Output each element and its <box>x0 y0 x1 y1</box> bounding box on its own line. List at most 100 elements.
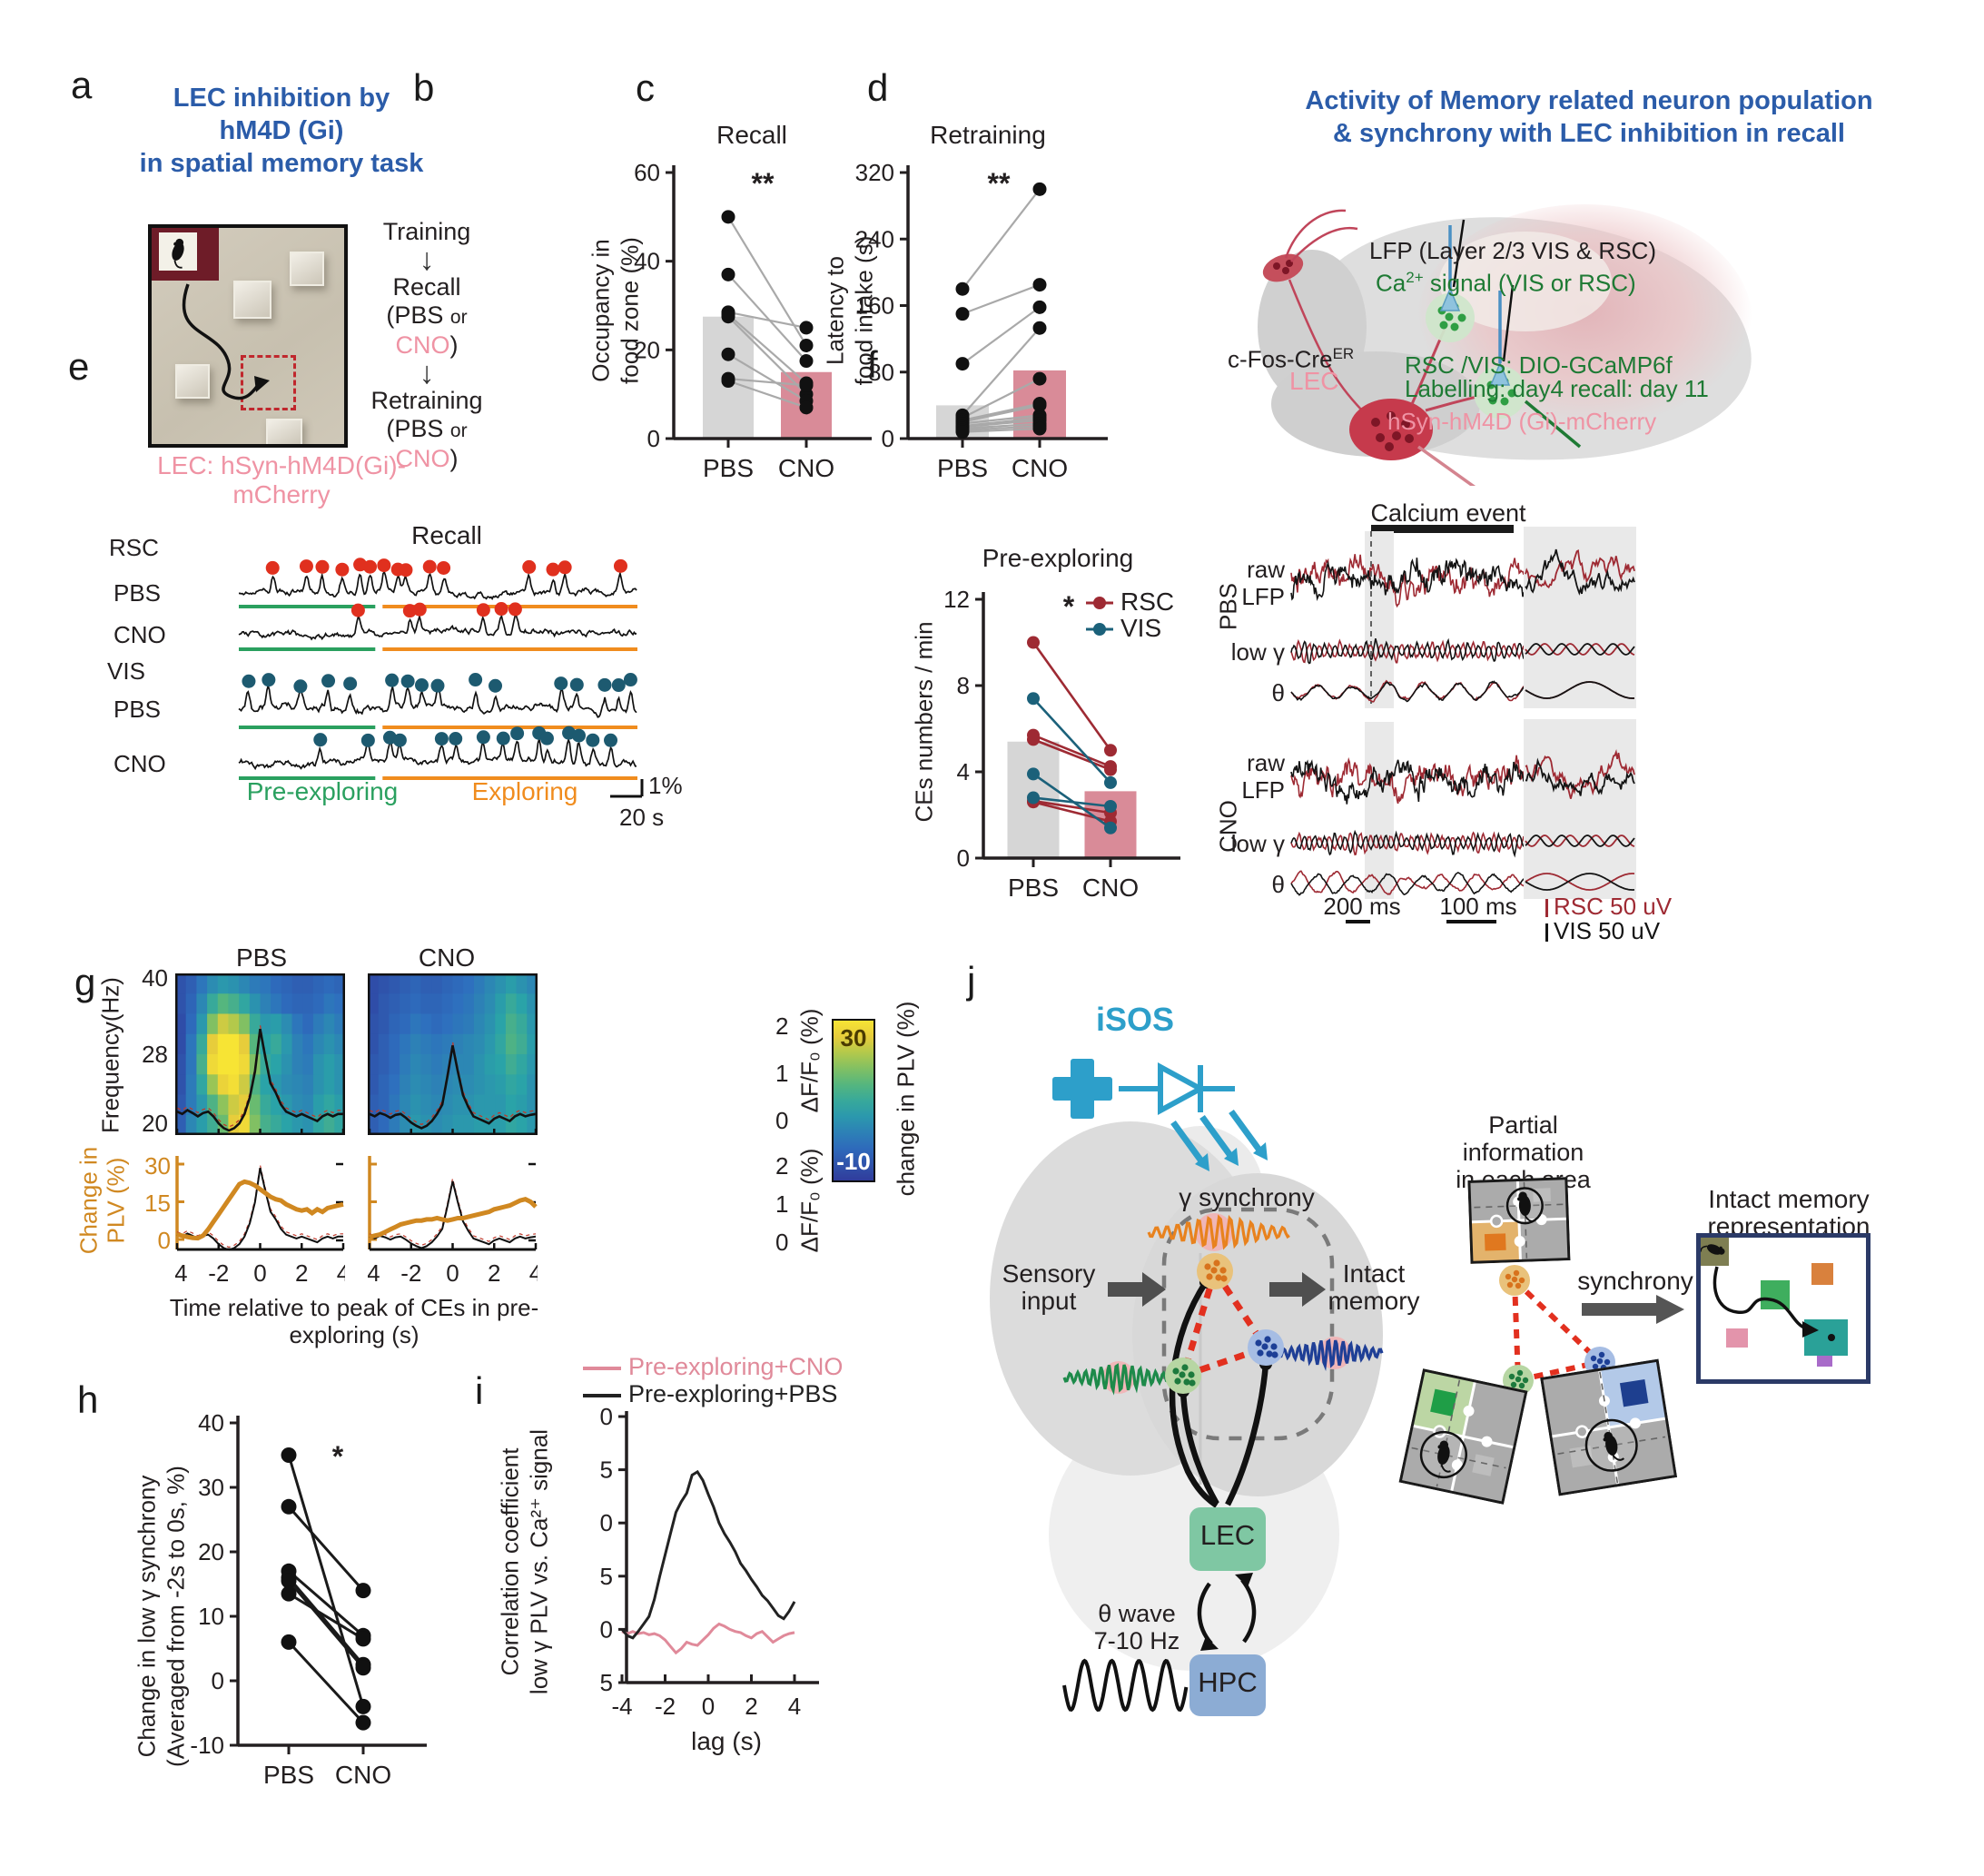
calcium-event-bar <box>1371 525 1514 533</box>
legend-pbs-swatch <box>583 1393 621 1397</box>
label-lfp: LFP (Layer 2/3 VIS & RSC) <box>1369 237 1656 264</box>
plv-axis-label-2: PLV (%) <box>102 1157 130 1244</box>
svg-text:**: ** <box>752 167 775 200</box>
svg-text:PBS: PBS <box>937 454 988 482</box>
plv-timecourse-pbs: -4 -2 0 2 4 <box>166 1156 350 1297</box>
puzzle-blue <box>1540 1358 1678 1501</box>
svg-text:*: * <box>332 1440 344 1473</box>
freq-axis-label: Frequency(Hz) <box>96 977 124 1133</box>
row-label-cno-1: CNO <box>114 621 166 648</box>
svg-text:VIS: VIS <box>1120 614 1161 642</box>
row-theta-pbs: θ <box>1271 679 1285 706</box>
panel-a-flow: Training ↓ Recall (PBS or CNO) ↓ Retrain… <box>359 218 495 473</box>
svg-text:Retraining: Retraining <box>930 121 1046 149</box>
label-pre-exploring: Pre-exploring <box>246 777 399 805</box>
intact-1: Intact <box>1342 1259 1406 1288</box>
brain-schematic <box>1226 173 1825 506</box>
svg-text:RSC: RSC <box>1120 587 1174 616</box>
svg-text:0.20: 0.20 <box>599 1407 613 1430</box>
panel-d-title-line1: Activity of Memory related neuron popula… <box>1305 86 1873 115</box>
puzzle-green <box>1397 1368 1528 1509</box>
legend-cno: Pre-exploring+CNO <box>583 1353 843 1380</box>
row-raw-lfp-pbs: raw LFP <box>1238 556 1285 610</box>
scalebar-100ms <box>1446 920 1496 923</box>
ces-bar-chart: Pre-exploring * 0 4 8 12 PBS CNO RSC VIS <box>908 544 1189 949</box>
flow-retraining: Retraining <box>370 387 483 414</box>
panel-d: Activity of Memory related neuron popula… <box>1171 68 1979 506</box>
panel-f-header: Calcium event <box>1370 499 1526 527</box>
rep-1: Intact memory <box>1708 1185 1870 1213</box>
plv-tick-15: 15 <box>144 1190 171 1217</box>
lower-cno-svg: -4 -2 0 2 4 <box>359 1156 542 1287</box>
svg-text:40: 40 <box>198 1409 224 1437</box>
dff-axis-label-lo: ΔF/F₀ (%) <box>795 1148 824 1253</box>
plv-heatmap-cno <box>367 973 538 1140</box>
flow-close-2: ) <box>449 445 459 472</box>
panel-letter-c: c <box>636 66 655 109</box>
svg-text:12: 12 <box>943 586 970 613</box>
svg-text:8: 8 <box>957 672 970 699</box>
ca-rest: signal (VIS or RSC) <box>1423 269 1636 297</box>
panel-e-title: Recall <box>411 521 482 549</box>
svg-text:0: 0 <box>212 1667 224 1694</box>
panel-f: Calcium event PBS CNO raw LFP low γ θ raw… <box>863 345 1984 963</box>
svg-text:-2: -2 <box>655 1693 676 1720</box>
raw-1b: raw <box>1247 749 1285 776</box>
heatmap-title-pbs: PBS <box>235 943 288 972</box>
panel-h: * -10 0 10 20 30 40 PBS CNO Change in low γ sync… <box>64 1353 454 1871</box>
brain-d-svg <box>1258 204 1752 506</box>
label-exploring: Exploring <box>471 777 578 805</box>
svg-text:CNO: CNO <box>1082 874 1139 902</box>
panel-letter-g: g <box>74 961 96 1003</box>
row-label-cno-2: CNO <box>114 750 166 777</box>
panel-letter-a: a <box>71 64 93 106</box>
panel-j: iSOS γ synchrony Sensory input <box>962 944 1984 1871</box>
colorbar-label: change in PLV (%) <box>892 1001 920 1197</box>
low_gamma_synchrony-svg: * -10 0 10 20 30 40 PBS CNO <box>190 1409 427 1789</box>
svg-text:4: 4 <box>529 1259 538 1287</box>
arena-path <box>172 238 270 400</box>
puzzle-br-svg <box>1540 1358 1678 1496</box>
flow-close-1: ) <box>449 331 459 359</box>
colorbar-max: 30 <box>840 1024 867 1052</box>
svg-text:0: 0 <box>647 425 660 452</box>
scale-rsc-uv: RSC 50 uV <box>1545 893 1672 920</box>
svg-text:Recall: Recall <box>716 121 787 149</box>
partial-1: Partial <box>1488 1111 1558 1139</box>
svg-text:PBS: PBS <box>703 454 754 482</box>
dff-lo-tick-0: 0 <box>775 1229 789 1256</box>
svg-text:10: 10 <box>198 1603 224 1630</box>
legend-cno-label: Pre-exploring+CNO <box>628 1353 844 1380</box>
heat-pbs-svg <box>174 973 346 1136</box>
heatmap-title-cno: CNO <box>418 943 476 972</box>
label-sensory-input: Sensory input <box>990 1260 1108 1315</box>
svg-text:CNO: CNO <box>1012 454 1068 482</box>
label-synchrony: synchrony <box>1577 1267 1693 1295</box>
calcium-traces-svg <box>238 558 644 798</box>
arena-food-zone <box>241 355 296 410</box>
label-isos: iSOS <box>1095 1001 1175 1038</box>
flow-cno-1: CNO <box>395 331 450 359</box>
theta-2: 7-10 Hz <box>1093 1627 1180 1654</box>
panel-a-title-line2: in spatial memory task <box>139 149 424 178</box>
panel-a: LEC inhibition by hM4D (Gi) in spatial m… <box>64 68 483 508</box>
svg-text:-2: -2 <box>400 1259 421 1287</box>
svg-text:20: 20 <box>634 336 660 363</box>
sensory-1: Sensory <box>1002 1259 1096 1288</box>
arena-cube-2 <box>290 252 324 286</box>
panel-i-xlabel: lag (s) <box>691 1727 762 1755</box>
flow-retraining-drug: (PBS or CNO) <box>359 415 495 473</box>
panel-a-caption: LEC: hSyn-hM4D(Gi)-mCherry <box>157 451 406 508</box>
svg-text:0: 0 <box>446 1259 459 1287</box>
panel-i-ylabel-1: Correlation coefficient <box>496 1447 524 1676</box>
theta-1: θ wave <box>1098 1600 1176 1627</box>
panel-a-title: LEC inhibition by hM4D (Gi) in spatial m… <box>136 82 427 180</box>
brain-circuit-diagram <box>962 981 1435 1784</box>
flow-recall: Recall <box>392 273 461 301</box>
flow-pbs-2: (PBS <box>386 415 444 442</box>
dff-axis-label-up: ΔF/F₀ (%) <box>795 1008 824 1113</box>
